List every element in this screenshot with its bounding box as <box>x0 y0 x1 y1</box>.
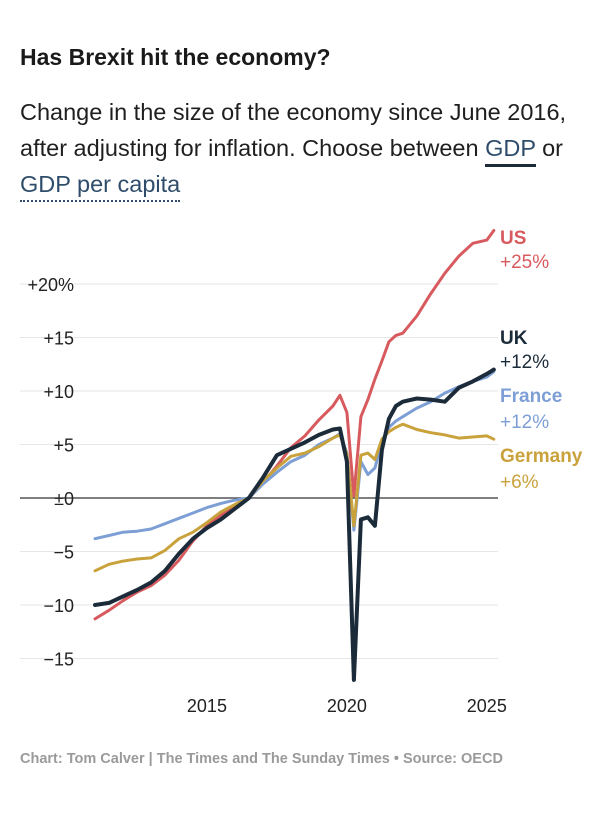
series-value-france: +12% <box>500 412 549 433</box>
gdp-per-capita-toggle-link[interactable]: GDP per capita <box>20 171 181 202</box>
y-tick-label: −5 <box>53 543 74 563</box>
series-line-germany <box>93 422 496 573</box>
chart-title: Has Brexit hit the economy? <box>20 44 331 70</box>
x-tick-label: 2020 <box>327 696 367 716</box>
subtitle-or: or <box>542 135 564 161</box>
series-label-uk: UK <box>500 328 528 349</box>
series-value-us: +25% <box>500 252 549 273</box>
series-label-us: US <box>500 228 526 249</box>
x-tick-label: 2015 <box>187 696 227 716</box>
y-tick-label: ±0 <box>54 489 74 509</box>
series-line-uk <box>93 367 496 682</box>
series-value-germany: +6% <box>500 472 539 493</box>
y-tick-label: +20% <box>27 275 74 295</box>
y-tick-label: +15 <box>43 329 74 349</box>
line-chart: +20% +15 +10 +5 ±0 −5 −10 −15 2015 2020 2025 US +25%… <box>20 228 583 716</box>
series-label-germany: Germany <box>500 446 583 467</box>
y-tick-label: +5 <box>53 436 74 456</box>
chart-subtitle: Change in the size of the economy since … <box>20 94 590 202</box>
y-tick-label: +10 <box>43 382 74 402</box>
series-line-us <box>93 229 496 621</box>
chart-footer: Chart: Tom Calver | The Times and The Su… <box>20 751 503 767</box>
y-tick-label: −10 <box>43 596 74 616</box>
gdp-toggle-link[interactable]: GDP <box>485 135 536 167</box>
y-tick-label: −15 <box>43 650 74 670</box>
subtitle-text: Change in the size of the economy since … <box>20 99 567 161</box>
series-value-uk: +12% <box>500 352 549 373</box>
series-label-france: France <box>500 386 562 407</box>
x-tick-label: 2025 <box>467 696 507 716</box>
